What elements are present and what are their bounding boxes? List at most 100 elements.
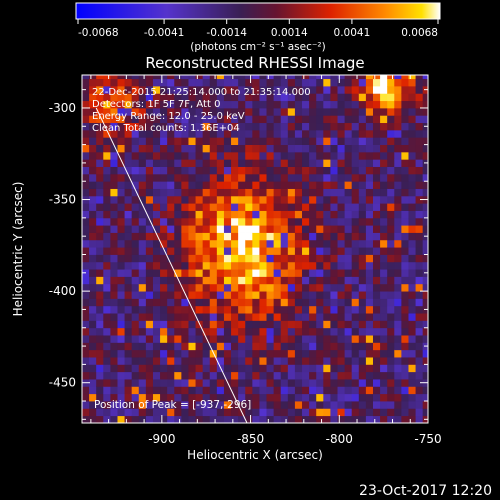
heatmap-cell xyxy=(372,232,381,241)
heatmap-cell xyxy=(124,371,133,380)
heatmap-cell xyxy=(351,210,360,219)
heatmap-cell xyxy=(167,401,175,409)
heatmap-cell xyxy=(273,408,282,417)
heatmap-cell xyxy=(231,305,239,314)
heatmap-cell xyxy=(103,313,111,321)
heatmap-cell xyxy=(351,85,360,94)
heatmap-cell xyxy=(216,78,225,87)
heatmap-cell xyxy=(181,137,189,145)
heatmap-cell xyxy=(96,122,104,131)
heatmap-cell xyxy=(167,247,175,255)
heatmap-cell xyxy=(174,166,182,175)
heatmap-cell xyxy=(302,261,310,270)
heatmap-cell xyxy=(280,313,289,321)
heatmap-cell xyxy=(302,93,310,102)
heatmap-cell xyxy=(223,349,232,358)
heatmap-cell xyxy=(181,254,189,263)
heatmap-cell xyxy=(202,313,211,321)
heatmap-cell xyxy=(145,357,154,365)
heatmap-cell xyxy=(110,386,118,395)
heatmap-cell xyxy=(145,364,154,373)
heatmap-cell xyxy=(231,386,239,395)
heatmap-cell xyxy=(372,261,381,270)
heatmap-cell xyxy=(401,371,409,380)
heatmap-cell xyxy=(287,291,296,299)
heatmap-cell xyxy=(103,129,111,138)
heatmap-cell xyxy=(415,232,424,241)
heatmap-cell xyxy=(167,217,175,226)
heatmap-cell xyxy=(167,78,175,87)
heatmap-cell xyxy=(138,225,147,233)
heatmap-cell xyxy=(238,100,246,109)
heatmap-cell xyxy=(117,217,125,226)
heatmap-cell xyxy=(387,144,395,153)
heatmap-cell xyxy=(309,107,317,116)
heatmap-cell xyxy=(252,122,260,131)
heatmap-cell xyxy=(160,349,168,358)
heatmap-cell xyxy=(152,203,161,211)
heatmap-cell xyxy=(238,261,246,270)
heatmap-cell xyxy=(145,107,154,116)
heatmap-cell xyxy=(188,364,196,373)
heatmap-cell xyxy=(152,137,161,145)
heatmap-cell xyxy=(82,364,90,373)
heatmap-cell xyxy=(181,100,189,109)
heatmap-cell xyxy=(330,144,338,153)
heatmap-cell xyxy=(415,269,424,277)
y-tick-label: -300 xyxy=(49,101,76,115)
heatmap-cell xyxy=(309,93,317,102)
heatmap-cell xyxy=(387,75,395,80)
heatmap-cell xyxy=(380,137,388,145)
heatmap-cell xyxy=(380,217,388,226)
heatmap-cell xyxy=(358,276,367,285)
heatmap-cell xyxy=(344,195,353,204)
heatmap-cell xyxy=(273,335,282,343)
heatmap-cell xyxy=(323,254,331,263)
heatmap-cell xyxy=(273,173,282,182)
heatmap-cell xyxy=(259,144,267,153)
heatmap-cell xyxy=(280,122,289,131)
heatmap-cell xyxy=(323,166,331,175)
heatmap-cell xyxy=(330,115,338,124)
heatmap-cell xyxy=(82,349,90,358)
heatmap-cell xyxy=(209,100,218,109)
heatmap-cell xyxy=(351,188,360,197)
heatmap-cell xyxy=(152,298,161,307)
heatmap-cell xyxy=(82,291,90,299)
heatmap-cell xyxy=(273,129,282,138)
heatmap-cell xyxy=(138,291,147,299)
heatmap-cell xyxy=(273,283,282,292)
heatmap-cell xyxy=(152,129,161,138)
heatmap-cell xyxy=(259,327,267,336)
heatmap-cell xyxy=(174,75,182,80)
heatmap-cell xyxy=(245,159,253,167)
heatmap-cell xyxy=(380,181,388,189)
heatmap-cell xyxy=(96,151,104,160)
heatmap-cell xyxy=(422,115,428,124)
heatmap-cell xyxy=(160,78,168,87)
heatmap-cell xyxy=(110,239,118,248)
heatmap-cell xyxy=(181,313,189,321)
heatmap-cell xyxy=(238,181,246,189)
heatmap-cell xyxy=(422,173,428,182)
heatmap-cell xyxy=(188,144,196,153)
heatmap-cell xyxy=(273,122,282,131)
heatmap-cell xyxy=(259,203,267,211)
heatmap-cell xyxy=(302,298,310,307)
heatmap-cell xyxy=(351,100,360,109)
heatmap-cell xyxy=(103,254,111,263)
heatmap-cell xyxy=(266,349,275,358)
heatmap-cell xyxy=(89,298,97,307)
heatmap-cell xyxy=(152,379,161,387)
heatmap-cell xyxy=(309,291,317,299)
heatmap-cell xyxy=(372,195,381,204)
heatmap-cell xyxy=(422,349,428,358)
heatmap-cell xyxy=(195,371,204,380)
heatmap-cell xyxy=(422,144,428,153)
heatmap-cell xyxy=(245,93,253,102)
heatmap-cell xyxy=(294,144,303,153)
heatmap-cell xyxy=(401,320,409,329)
heatmap-cell xyxy=(124,386,133,395)
heatmap-cell xyxy=(280,107,289,116)
heatmap-cell xyxy=(216,151,225,160)
